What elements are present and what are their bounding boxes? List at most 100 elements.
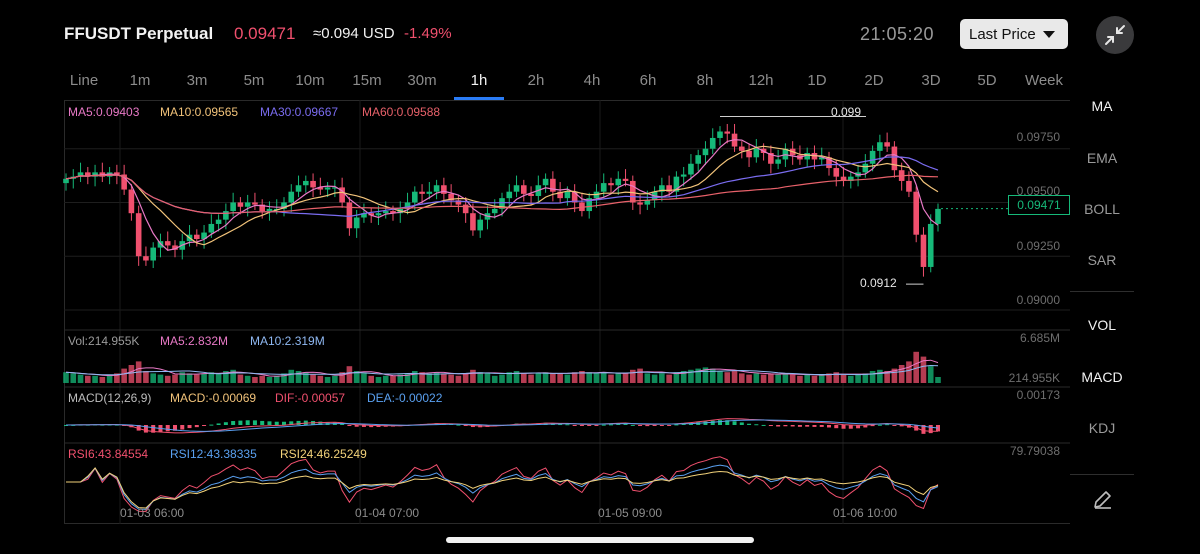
tab-5m[interactable]: 5m bbox=[243, 72, 265, 89]
candle-body bbox=[630, 180, 636, 203]
tab-10m[interactable]: 10m bbox=[295, 72, 325, 89]
tab-8h[interactable]: 8h bbox=[696, 72, 714, 89]
draw-pencil-icon[interactable] bbox=[1092, 488, 1114, 510]
dea-value: DEA:-0.00022 bbox=[367, 391, 443, 405]
tab-week[interactable]: Week bbox=[1024, 72, 1064, 89]
volume-bar bbox=[855, 374, 861, 383]
candle-body bbox=[128, 189, 135, 214]
candle-body bbox=[600, 183, 607, 192]
candle-body bbox=[281, 202, 287, 209]
tab-2h[interactable]: 2h bbox=[527, 72, 545, 89]
candle-body bbox=[768, 153, 774, 164]
macd-histogram-bar bbox=[674, 424, 679, 426]
macd-histogram-bar bbox=[783, 425, 788, 427]
tab-1d[interactable]: 1D bbox=[807, 72, 827, 89]
macd-histogram-bar bbox=[827, 425, 831, 428]
tab-2d[interactable]: 2D bbox=[864, 72, 884, 89]
volume-bar bbox=[739, 373, 745, 383]
symbol-title[interactable]: FFUSDT Perpetual bbox=[64, 24, 214, 43]
side-item-ma[interactable]: MA bbox=[1091, 98, 1113, 114]
volume-bar bbox=[840, 374, 847, 383]
tab-5d[interactable]: 5D bbox=[977, 72, 997, 89]
macd-histogram-bar bbox=[216, 423, 221, 425]
macd-histogram-bar bbox=[892, 425, 897, 426]
volume-bar bbox=[194, 374, 200, 383]
side-item-ema[interactable]: EMA bbox=[1086, 150, 1118, 166]
volume-bar bbox=[223, 371, 229, 383]
candle-body bbox=[470, 213, 476, 231]
macd-histogram-bar bbox=[143, 425, 148, 433]
volume-bar bbox=[535, 373, 542, 383]
volume-bar bbox=[760, 374, 767, 383]
volume-bar bbox=[426, 373, 433, 383]
volume-bar bbox=[230, 369, 236, 383]
tab-15m[interactable]: 15m bbox=[352, 72, 382, 89]
candle-body bbox=[164, 241, 171, 246]
tab-4h[interactable]: 4h bbox=[583, 72, 601, 89]
side-item-sar[interactable]: SAR bbox=[1087, 252, 1117, 268]
rsi12-line bbox=[66, 464, 939, 510]
macd-histogram-bar bbox=[209, 424, 214, 426]
candle-body bbox=[869, 150, 876, 164]
side-divider bbox=[1070, 474, 1134, 475]
candle-body bbox=[586, 198, 592, 212]
side-item-kdj[interactable]: KDJ bbox=[1088, 420, 1116, 436]
volume-bar bbox=[462, 373, 469, 383]
price-type-dropdown[interactable]: Last Price bbox=[960, 19, 1068, 49]
macd-histogram-bar bbox=[747, 423, 752, 425]
volume-bar bbox=[884, 371, 890, 383]
candle-body bbox=[506, 191, 513, 199]
macd-histogram-bar bbox=[899, 425, 904, 427]
collapse-arrows-icon bbox=[1105, 25, 1125, 45]
macd-histogram-bar bbox=[565, 424, 570, 426]
volume-bar bbox=[666, 374, 672, 383]
candle-body bbox=[390, 211, 396, 214]
tab-1h[interactable]: 1h bbox=[470, 72, 488, 89]
candle-body bbox=[906, 180, 912, 192]
tab-1m[interactable]: 1m bbox=[129, 72, 151, 89]
macd-histogram-bar bbox=[928, 425, 933, 434]
side-item-boll[interactable]: BOLL bbox=[1084, 201, 1120, 217]
macd-histogram-bar bbox=[768, 425, 773, 427]
candle-body bbox=[804, 153, 810, 160]
volume-bar bbox=[600, 372, 607, 383]
candle-body bbox=[150, 247, 156, 261]
macd-histogram-bar bbox=[282, 421, 286, 425]
macd-histogram-bar bbox=[921, 425, 926, 434]
volume-bar bbox=[920, 356, 927, 383]
tab-3d[interactable]: 3D bbox=[921, 72, 941, 89]
tab-6h[interactable]: 6h bbox=[639, 72, 657, 89]
tab-line[interactable]: Line bbox=[69, 72, 99, 89]
candle-body bbox=[332, 187, 338, 189]
candle-body bbox=[746, 150, 752, 158]
volume-bar bbox=[804, 374, 810, 383]
volume-bar bbox=[324, 377, 331, 383]
candle-body bbox=[709, 137, 716, 149]
candle-body bbox=[252, 202, 258, 205]
macd-histogram-bar bbox=[231, 421, 236, 425]
volume-bar bbox=[935, 377, 941, 383]
macd-histogram-bar bbox=[718, 420, 722, 425]
candle-body bbox=[346, 202, 353, 229]
volume-bar bbox=[521, 373, 527, 383]
candle-body bbox=[521, 185, 527, 194]
candle-body bbox=[913, 191, 919, 235]
candle-body bbox=[143, 256, 149, 261]
macd-histogram-bar bbox=[776, 425, 781, 427]
tab-3m[interactable]: 3m bbox=[186, 72, 208, 89]
candle-body bbox=[688, 163, 694, 175]
volume-bar bbox=[244, 375, 251, 383]
exit-fullscreen-button[interactable] bbox=[1096, 16, 1134, 54]
macd-histogram-bar bbox=[797, 425, 802, 427]
macd-histogram-bar bbox=[456, 424, 461, 426]
tab-30m[interactable]: 30m bbox=[407, 72, 437, 89]
volume-bar bbox=[571, 372, 578, 383]
volume-bar bbox=[281, 373, 287, 383]
side-item-vol[interactable]: VOL bbox=[1087, 317, 1116, 333]
tab-12h[interactable]: 12h bbox=[748, 72, 774, 89]
side-item-macd[interactable]: MACD bbox=[1081, 369, 1123, 385]
ma5-label: MA5:0.09403 bbox=[68, 105, 140, 119]
volume-bar bbox=[877, 369, 883, 383]
candle-body bbox=[644, 200, 651, 205]
